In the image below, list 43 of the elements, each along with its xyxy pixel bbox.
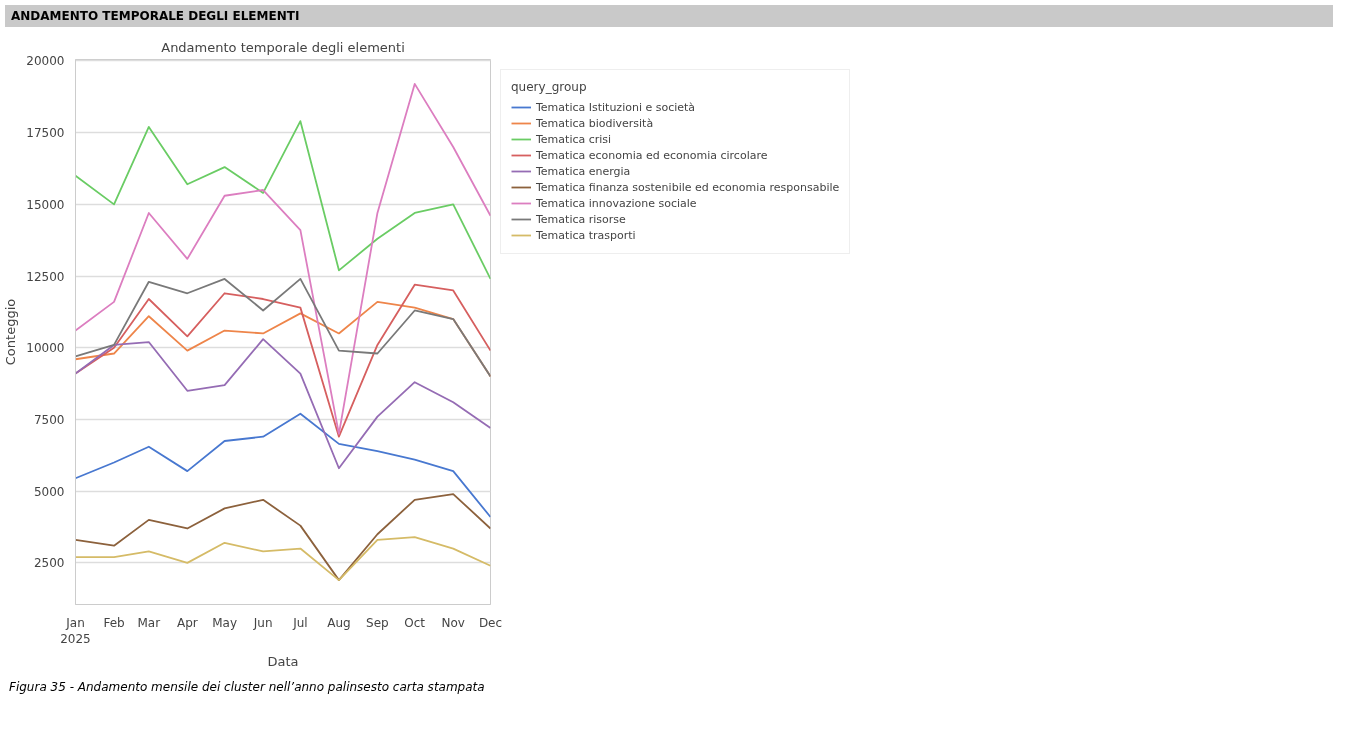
x-tick-label: Feb (103, 615, 125, 630)
x-tick-label: Sep (366, 615, 389, 630)
line-series (75, 493, 491, 582)
line-series (75, 338, 491, 470)
legend-label: Tematica energia (536, 163, 631, 179)
x-axis-title: Data (267, 654, 299, 670)
line-series (75, 278, 491, 378)
line-series (75, 283, 491, 438)
legend-title: query_group (511, 80, 588, 94)
x-tick-label: Jun (252, 615, 273, 630)
legend-label: Tematica economia ed economia circolare (536, 147, 768, 163)
x-tick-label: Mar (137, 615, 161, 630)
legend-label: Tematica risorse (536, 211, 626, 227)
y-tick-label: 12500 (26, 269, 65, 284)
chart-title: Andamento temporale degli elementi (161, 39, 405, 55)
text: ANDAMENTO TEMPORALE DEGLI ELEMENTI (11, 8, 300, 25)
y-tick-label: 7500 (33, 412, 65, 427)
y-axis-title: Conteggio (3, 298, 19, 366)
line-series (75, 82, 491, 435)
x-tick-label: Aug (327, 615, 351, 630)
line-series (75, 536, 491, 582)
y-tick-label: 5000 (33, 484, 65, 499)
y-tick-label: 10000 (26, 341, 65, 356)
y-tick-label: 17500 (26, 126, 65, 141)
y-tick-label: 2500 (33, 556, 65, 571)
line-series (75, 120, 491, 280)
x-tick-label: Nov (441, 615, 465, 630)
y-tick-label: 15000 (26, 197, 65, 212)
legend-label: Tematica trasporti (536, 227, 636, 243)
x-tick-label: Apr (176, 615, 198, 630)
legend-label: Tematica biodiversità (536, 115, 654, 131)
legend-label: Tematica finanza sostenibile ed economia responsabile (536, 179, 840, 195)
line-series (75, 412, 491, 518)
text: Figura 35 - Andamento mensile dei cluster nell’anno palinsesto carta stampata (9, 679, 485, 696)
x-tick-label: Dec (478, 615, 503, 630)
x-tick-label: Jul (292, 615, 308, 630)
y-tick-label: 20000 (26, 54, 65, 69)
x-tick-label: Oct (404, 615, 426, 630)
x-tick-label: May (212, 615, 238, 630)
x-tick-label: Jan 2025 (60, 615, 91, 647)
legend-label: Tematica innovazione sociale (536, 195, 697, 211)
legend-label: Tematica crisi (536, 131, 612, 147)
legend-label: Tematica Istituzioni e società (536, 99, 696, 115)
